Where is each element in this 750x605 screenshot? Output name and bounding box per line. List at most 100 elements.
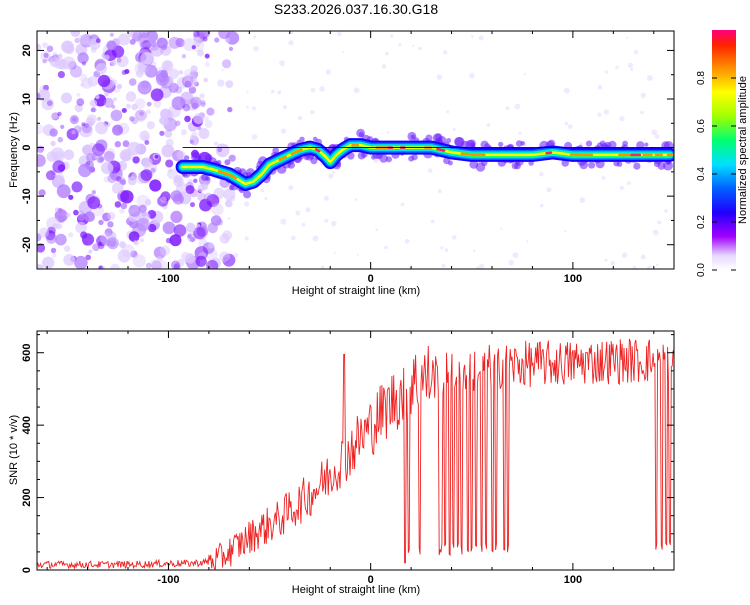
noise-blob bbox=[627, 181, 631, 185]
noise-blob bbox=[120, 190, 133, 203]
noise-blob bbox=[139, 131, 149, 141]
noise-blob bbox=[74, 256, 88, 270]
noise-blob bbox=[182, 54, 186, 58]
noise-blob bbox=[203, 37, 208, 42]
noise-blob bbox=[233, 253, 238, 258]
noise-blob bbox=[151, 259, 159, 267]
noise-blob bbox=[192, 45, 196, 49]
noise-blob bbox=[132, 31, 142, 41]
y-tick-label: 0 bbox=[21, 567, 33, 573]
noise-blob bbox=[203, 78, 208, 83]
noise-blob bbox=[86, 153, 95, 162]
noise-blob bbox=[115, 141, 121, 147]
noise-blob bbox=[174, 175, 183, 184]
noise-blob bbox=[134, 62, 147, 75]
noise-blob bbox=[78, 35, 89, 46]
noise-blob bbox=[87, 196, 100, 209]
noise-blob bbox=[71, 27, 81, 37]
ridge-halo bbox=[520, 141, 525, 146]
noise-blob bbox=[653, 230, 659, 236]
noise-blob bbox=[129, 78, 137, 86]
noise-blob bbox=[95, 122, 108, 135]
noise-blob bbox=[33, 154, 46, 167]
noise-blob bbox=[76, 98, 84, 106]
figure-title: S233.2026.037.16.30.G18 bbox=[274, 1, 438, 17]
noise-blob bbox=[183, 104, 190, 111]
ridge-halo bbox=[498, 142, 503, 147]
noise-blob bbox=[49, 128, 57, 136]
noise-blob bbox=[115, 201, 122, 208]
noise-blob bbox=[382, 64, 387, 69]
colorbar-tick-label: 0.0 bbox=[696, 263, 707, 277]
noise-blob bbox=[113, 97, 117, 101]
noise-blob bbox=[151, 88, 164, 101]
noise-blob bbox=[641, 93, 646, 98]
noise-blob bbox=[160, 246, 170, 256]
noise-blob bbox=[170, 211, 182, 223]
noise-blob bbox=[185, 254, 195, 264]
noise-blob bbox=[564, 88, 570, 94]
noise-blob bbox=[205, 54, 210, 59]
noise-blob bbox=[147, 102, 152, 107]
noise-blob bbox=[279, 60, 285, 66]
noise-blob bbox=[405, 239, 410, 244]
noise-blob bbox=[219, 251, 230, 262]
noise-blob bbox=[247, 91, 249, 93]
noise-blob bbox=[453, 128, 456, 131]
noise-blob bbox=[52, 52, 57, 57]
noise-blob bbox=[60, 125, 64, 129]
noise-blob bbox=[385, 52, 389, 56]
noise-blob bbox=[135, 240, 140, 245]
noise-blob bbox=[598, 85, 603, 90]
noise-blob bbox=[183, 74, 197, 88]
x-tick-label: 100 bbox=[564, 273, 582, 285]
noise-blob bbox=[157, 38, 168, 49]
noise-blob bbox=[620, 186, 624, 190]
noise-blob bbox=[437, 74, 443, 80]
noise-blob bbox=[264, 197, 267, 200]
noise-blob bbox=[149, 179, 161, 191]
noise-blob bbox=[656, 264, 658, 266]
noise-blob bbox=[205, 120, 213, 128]
x-tick-label: 100 bbox=[564, 574, 582, 586]
noise-blob bbox=[135, 110, 147, 122]
noise-blob bbox=[46, 233, 57, 244]
noise-blob bbox=[214, 142, 218, 146]
noise-blob bbox=[140, 238, 144, 242]
noise-blob bbox=[428, 168, 433, 173]
noise-blob bbox=[119, 241, 126, 248]
y-tick-label: 0 bbox=[21, 145, 33, 151]
spectrogram-y-axis-label: Frequency (Hz) bbox=[8, 112, 20, 188]
noise-blob bbox=[431, 220, 435, 224]
noise-blob bbox=[445, 248, 449, 252]
noise-blob bbox=[51, 112, 58, 119]
noise-blob bbox=[288, 40, 293, 45]
noise-blob bbox=[193, 179, 197, 183]
noise-blob bbox=[168, 169, 172, 173]
x-tick-label: -100 bbox=[157, 273, 179, 285]
ridge-halo bbox=[206, 177, 210, 181]
noise-blob bbox=[288, 185, 293, 190]
noise-blob bbox=[39, 189, 46, 196]
noise-blob bbox=[97, 117, 101, 121]
colorbar: 0.00.20.40.60.8 Normalized spectral ampl… bbox=[696, 30, 749, 277]
noise-blob bbox=[398, 43, 401, 46]
noise-blob bbox=[197, 49, 204, 56]
noise-blob bbox=[73, 210, 79, 216]
noise-blob bbox=[246, 106, 249, 109]
noise-blob bbox=[121, 203, 128, 210]
noise-blob bbox=[160, 196, 167, 203]
noise-blob bbox=[104, 55, 110, 61]
noise-blob bbox=[605, 259, 608, 262]
noise-blob bbox=[58, 137, 64, 143]
snr-y-axis-label: SNR (10 * v/v) bbox=[8, 415, 20, 485]
noise-blob bbox=[657, 220, 661, 224]
noise-blob bbox=[110, 264, 119, 273]
noise-blob bbox=[58, 71, 65, 78]
noise-blob bbox=[58, 208, 63, 213]
noise-blob bbox=[96, 38, 101, 43]
noise-blob bbox=[163, 222, 176, 235]
noise-blob bbox=[184, 116, 191, 123]
y-tick-label: 200 bbox=[21, 488, 33, 506]
noise-blob bbox=[179, 70, 184, 75]
